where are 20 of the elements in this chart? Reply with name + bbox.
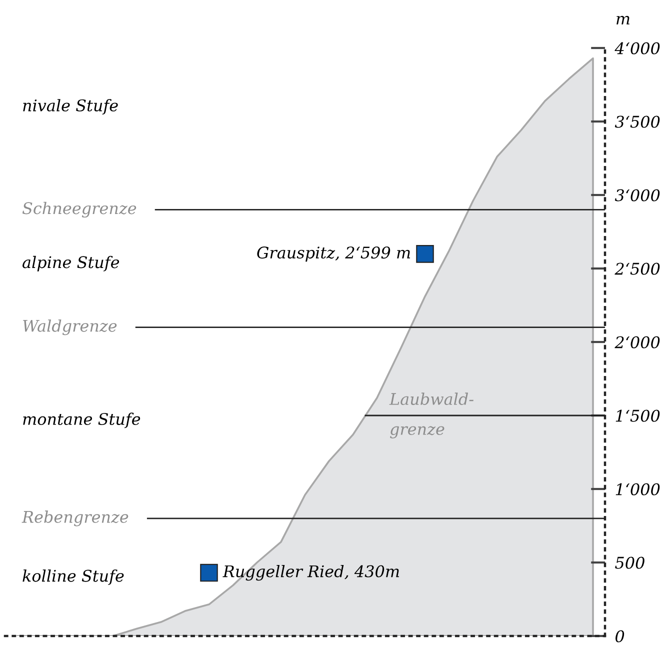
y-tick-label: 4‘000 (614, 42, 660, 54)
y-tick-label: 0 (616, 630, 624, 642)
y-axis-title: m (616, 16, 630, 24)
y-tick-label: 1‘000 (616, 483, 660, 496)
annotation: montane Stufe (23, 412, 140, 428)
y-tick-label: 3‘500 (614, 116, 660, 128)
annotation: nivale Stufe (23, 99, 118, 115)
ref-line-label: Waldgrenze (23, 319, 117, 336)
data-label: Ruggeller Ried, 430m (222, 564, 399, 581)
y-tick-label: 500 (615, 556, 644, 569)
y-tick-label: 3‘000 (614, 189, 660, 202)
y-tick-label: 2‘000 (614, 336, 660, 348)
y-tick-label: 2‘500 (614, 262, 660, 275)
text: Laubwald- grenze (389, 392, 474, 438)
ref-line-label: Rebengrenze (22, 510, 128, 526)
y-tick-label: 1‘500 (616, 410, 660, 422)
annotation: kolline Stufe (22, 569, 124, 585)
annotation: alpine Stufe (22, 256, 120, 272)
ref-line-label: Schneegrenze (22, 202, 136, 218)
data-label: Grauspitz, 2‘599 m (257, 246, 410, 262)
